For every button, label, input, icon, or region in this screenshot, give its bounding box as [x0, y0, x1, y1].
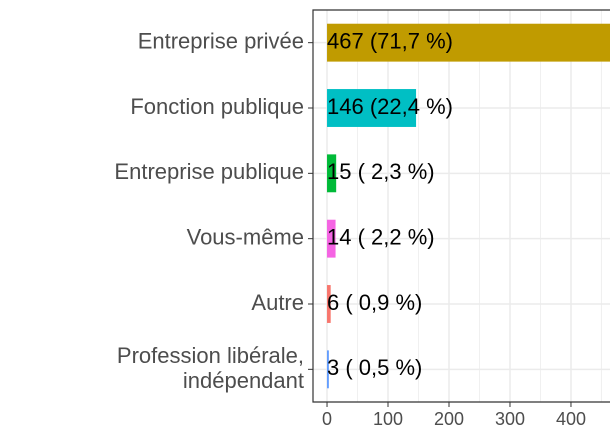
y-tick-label: Autre	[251, 290, 304, 315]
bar	[327, 350, 329, 389]
data-label: 146 (22,4 %)	[327, 94, 453, 119]
y-tick-label: Entreprise privée	[138, 28, 304, 53]
data-label: 14 ( 2,2 %)	[327, 224, 435, 249]
bars	[327, 23, 610, 389]
x-tick-label: 100	[373, 409, 403, 429]
data-label: 467 (71,7 %)	[327, 28, 453, 53]
x-tick-label: 0	[322, 409, 332, 429]
data-label: 6 ( 0,9 %)	[327, 290, 422, 315]
x-tick-label: 300	[495, 409, 525, 429]
labels: 0 100 200 300 400 467 (71,7 %) Entreprise priv…	[114, 9, 610, 429]
bar	[327, 285, 331, 323]
data-label: 3 ( 0,5 %)	[327, 355, 422, 380]
bar	[327, 154, 337, 193]
bar	[327, 89, 417, 127]
bar	[327, 219, 336, 258]
y-tick-label: Vous-même	[187, 224, 304, 249]
data-label: 15 ( 2,3 %)	[327, 159, 435, 184]
y-tick-label: Entreprise publique	[114, 159, 304, 184]
x-tick-label: 400	[556, 409, 586, 429]
y-tick-label: Profession libérale, indépendant	[117, 343, 304, 393]
panel	[313, 10, 610, 402]
panel-border	[312, 9, 610, 403]
y-tick-label: Fonction publique	[130, 94, 304, 119]
x-tick-label: 200	[434, 409, 464, 429]
bar	[327, 23, 610, 62]
